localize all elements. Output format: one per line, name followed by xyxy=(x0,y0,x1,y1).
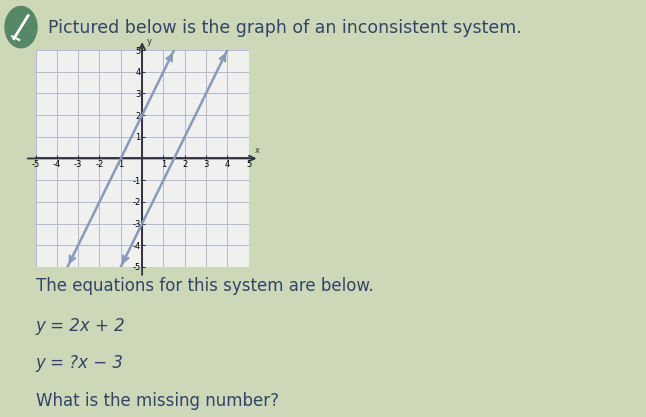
Text: y: y xyxy=(147,37,151,46)
Text: The equations for this system are below.: The equations for this system are below. xyxy=(36,277,373,295)
Text: What is the missing number?: What is the missing number? xyxy=(36,392,278,410)
Circle shape xyxy=(5,7,37,48)
Text: Pictured below is the graph of an inconsistent system.: Pictured below is the graph of an incons… xyxy=(48,19,522,37)
Text: y = ?x − 3: y = ?x − 3 xyxy=(36,354,123,372)
Text: y = 2x + 2: y = 2x + 2 xyxy=(36,317,125,335)
Text: x: x xyxy=(255,146,260,156)
